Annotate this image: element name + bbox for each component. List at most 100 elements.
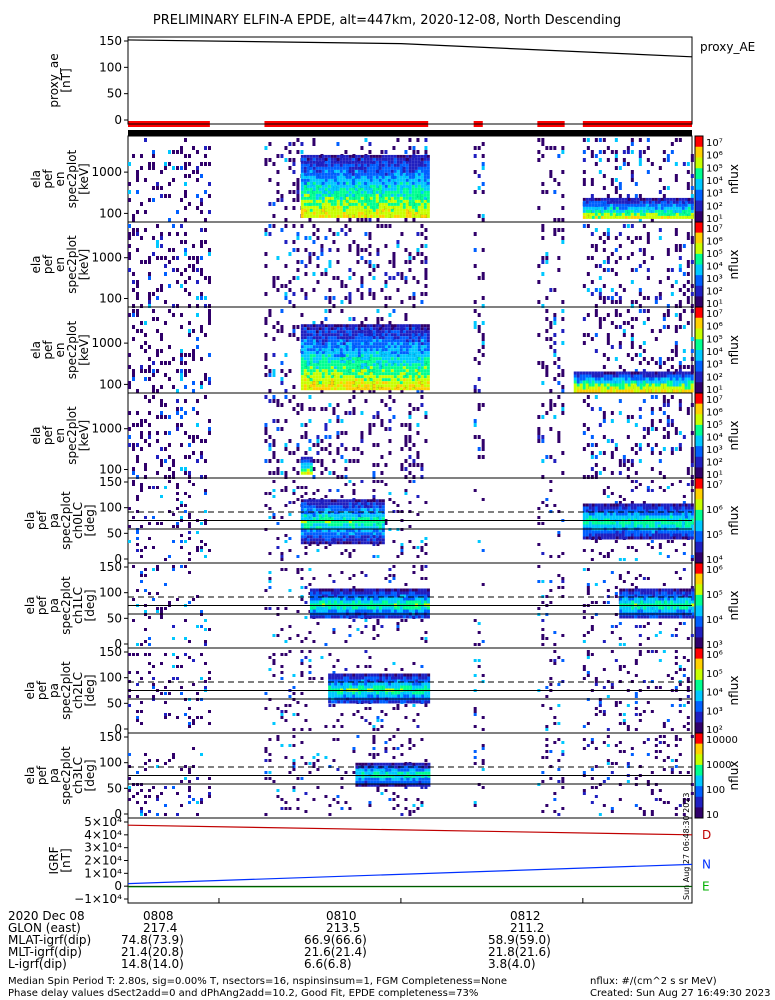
panel-3-hot-0	[345, 372, 349, 376]
panel-5-hot-0	[306, 505, 310, 509]
panel-1-hot-0	[399, 187, 403, 191]
panel-5-speck	[140, 483, 143, 486]
panel-3-hot-0	[327, 378, 331, 382]
panel-3-hot-1	[672, 374, 676, 378]
panel-3-speck	[128, 353, 131, 357]
panel-1-speck	[196, 170, 199, 174]
panel-1-hot-0	[393, 202, 397, 206]
panel-5-hot-0	[321, 511, 325, 515]
panel-1-hot-0	[369, 169, 373, 173]
panel-3-hot-1	[627, 377, 631, 381]
panel-2-speck	[184, 240, 187, 244]
panel-1-hot-1	[600, 212, 604, 216]
panel-5-hot-0	[300, 511, 304, 515]
panel-3-hot-0	[399, 342, 403, 346]
panel-4-speck	[404, 459, 408, 463]
panel-3-speck	[666, 357, 670, 361]
panel-1-hot-0	[300, 175, 304, 179]
panel-4-speck	[674, 447, 678, 451]
panel-5-hot-0	[318, 502, 322, 506]
panel-1-hot-0	[414, 154, 418, 158]
panel-4-colorbar-seg-0	[695, 393, 703, 405]
panel-1-hot-0	[318, 208, 322, 212]
panel-3-hot-0	[348, 369, 352, 373]
panel-5-hot-0	[333, 502, 337, 506]
panel-4-speck	[404, 467, 408, 471]
panel-1-hot-0	[336, 193, 340, 197]
panel-2-speck	[172, 304, 175, 308]
panel-3-hot-1	[639, 377, 643, 381]
panel-3-speck	[553, 349, 557, 353]
panel-5-speck	[128, 507, 131, 510]
panel-3-speck	[561, 385, 565, 389]
panel-1-speck	[176, 210, 179, 214]
panel-2-speck	[561, 300, 565, 304]
panel-4-speck	[582, 423, 586, 427]
panel-3-speck	[280, 369, 284, 373]
panel-1-colorbar-tick-0: 10⁷	[706, 138, 723, 149]
panel-2-speck	[316, 264, 320, 268]
panel-1-hot-1	[642, 215, 646, 219]
panel-1-hot-0	[333, 187, 337, 191]
panel-5-hot-0	[312, 541, 316, 545]
panel-4-speck	[690, 475, 694, 479]
panel-1-speck	[344, 150, 348, 154]
panel-4-speck	[408, 411, 412, 415]
panel-2-speck	[424, 268, 428, 272]
panel-2-speck	[308, 252, 312, 256]
panel-3-speck	[280, 329, 284, 333]
panel-4-hot-0	[300, 456, 304, 460]
panel-3-hot-0	[411, 324, 415, 328]
panel-2-speck	[292, 224, 296, 228]
panel-3-hot-0	[333, 384, 337, 388]
panel-3-hot-0	[351, 327, 355, 331]
panel-4-speck	[614, 447, 618, 451]
panel-3-hot-1	[612, 386, 616, 390]
panel-4-speck	[144, 395, 147, 399]
panel-1-speck	[412, 150, 416, 154]
panel-1-hot-0	[306, 172, 310, 176]
panel-3-hot-1	[588, 377, 592, 381]
panel-2-speck	[654, 300, 658, 304]
panel-1-hot-0	[372, 190, 376, 194]
panel-1-hot-0	[408, 211, 412, 215]
panel-1-hot-0	[363, 178, 367, 182]
panel-4-speck	[424, 439, 428, 443]
panel-3-hot-0	[393, 366, 397, 370]
panel-2-speck	[176, 256, 179, 260]
panel-4-speck	[272, 443, 276, 447]
panel-3-hot-0	[354, 375, 358, 379]
panel-1-hot-0	[336, 214, 340, 218]
panel-3-hot-0	[333, 363, 337, 367]
panel-2-speck	[184, 268, 187, 272]
panel-2-speck	[408, 268, 412, 272]
panel-1-hot-1	[672, 200, 676, 204]
panel-1-hot-0	[372, 160, 376, 164]
panel-5-speck	[316, 549, 320, 552]
panel-1-hot-0	[342, 184, 346, 188]
panel-4-speck	[340, 431, 344, 435]
panel-1-hot-1	[636, 203, 640, 207]
panel-5-speck	[176, 498, 179, 501]
panel-3-hot-0	[387, 351, 391, 355]
panel-1-hot-0	[369, 202, 373, 206]
panel-3-hot-0	[381, 333, 385, 337]
panel-3-speck	[553, 353, 557, 357]
panel-3-hot-0	[324, 360, 328, 364]
panel-3-hot-1	[582, 377, 586, 381]
panel-3-colorbar-seg-4	[695, 350, 703, 362]
panel-4-hot-0	[306, 468, 310, 472]
panel-3-hot-1	[651, 380, 655, 384]
panel-1-speck	[144, 138, 147, 142]
panel-4-speck	[602, 467, 606, 471]
panel-4-speck	[626, 459, 630, 463]
panel-3-hot-1	[612, 374, 616, 378]
panel-1-hot-1	[675, 203, 679, 207]
panel-3-hot-0	[339, 333, 343, 337]
panel-1-speck	[553, 218, 557, 222]
panel-2-speck	[630, 300, 634, 304]
panel-3-hot-0	[408, 351, 412, 355]
panel-3-hot-1	[606, 380, 610, 384]
panel-1-hot-0	[330, 205, 334, 209]
panel-3-hot-0	[339, 336, 343, 340]
